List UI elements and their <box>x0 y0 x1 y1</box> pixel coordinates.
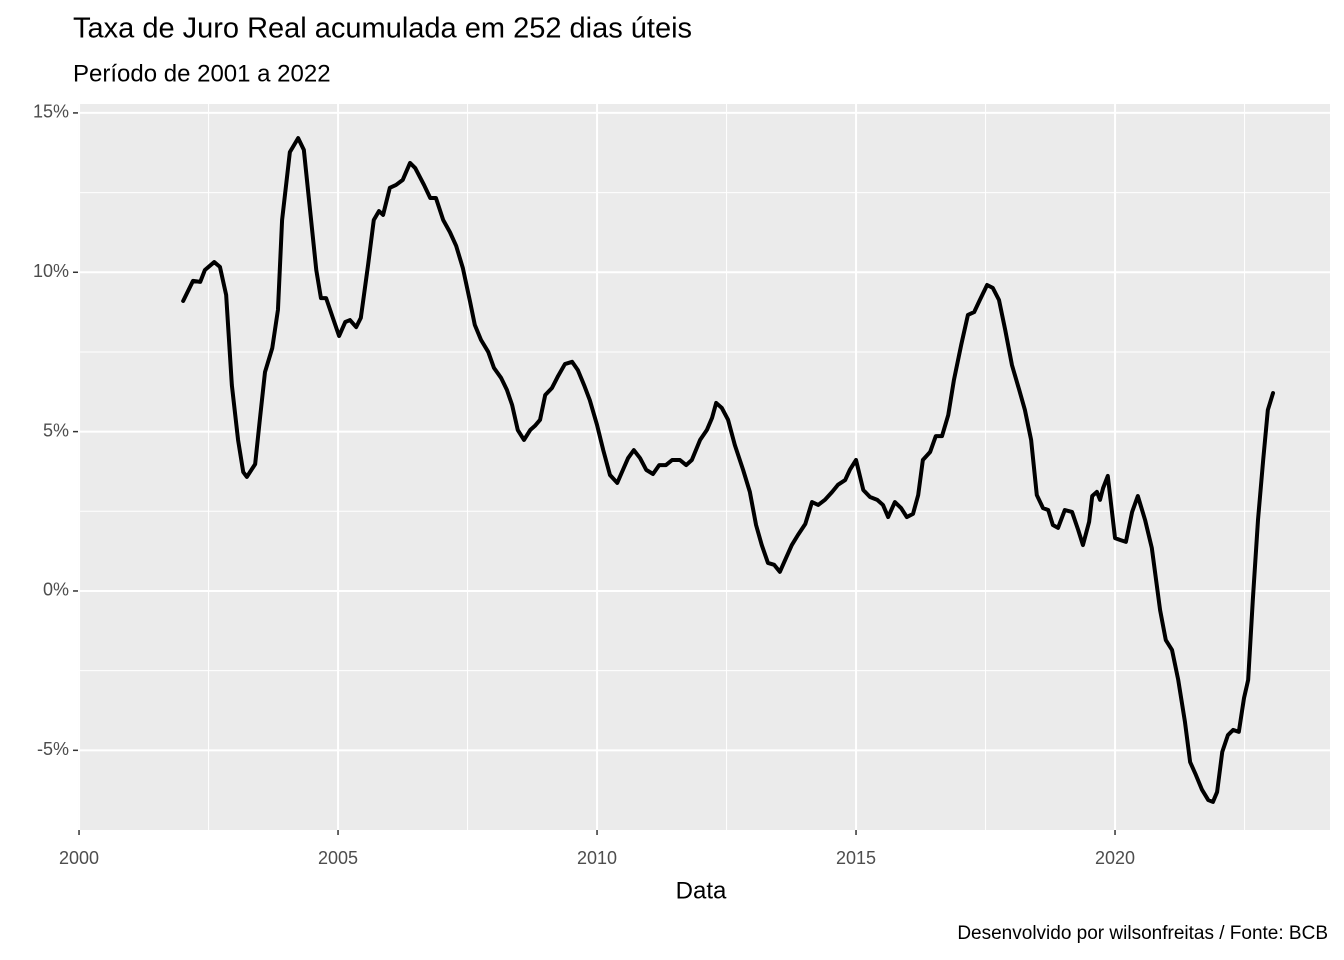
data-line <box>181 136 1276 804</box>
chart-title: Taxa de Juro Real acumulada em 252 dias … <box>73 13 692 45</box>
caption: Desenvolvido por wilsonfreitas / Fonte: … <box>957 923 1328 944</box>
x-tick-label: 2015 <box>836 848 876 868</box>
y-tick-label: 10% <box>33 261 69 281</box>
y-tick-label: 5% <box>43 420 69 440</box>
x-axis-title: Data <box>676 877 727 904</box>
x-tick-label: 2005 <box>318 848 358 868</box>
x-tick-label: 2020 <box>1095 848 1135 868</box>
y-tick-label: 0% <box>43 580 69 600</box>
y-tick-label: -5% <box>37 739 69 759</box>
chart-subtitle: Período de 2001 a 2022 <box>73 60 331 87</box>
panel <box>78 104 1330 830</box>
x-tick-label: 2000 <box>59 848 99 868</box>
y-tick-label: 15% <box>33 102 69 122</box>
x-tick-label: 2010 <box>577 848 617 868</box>
